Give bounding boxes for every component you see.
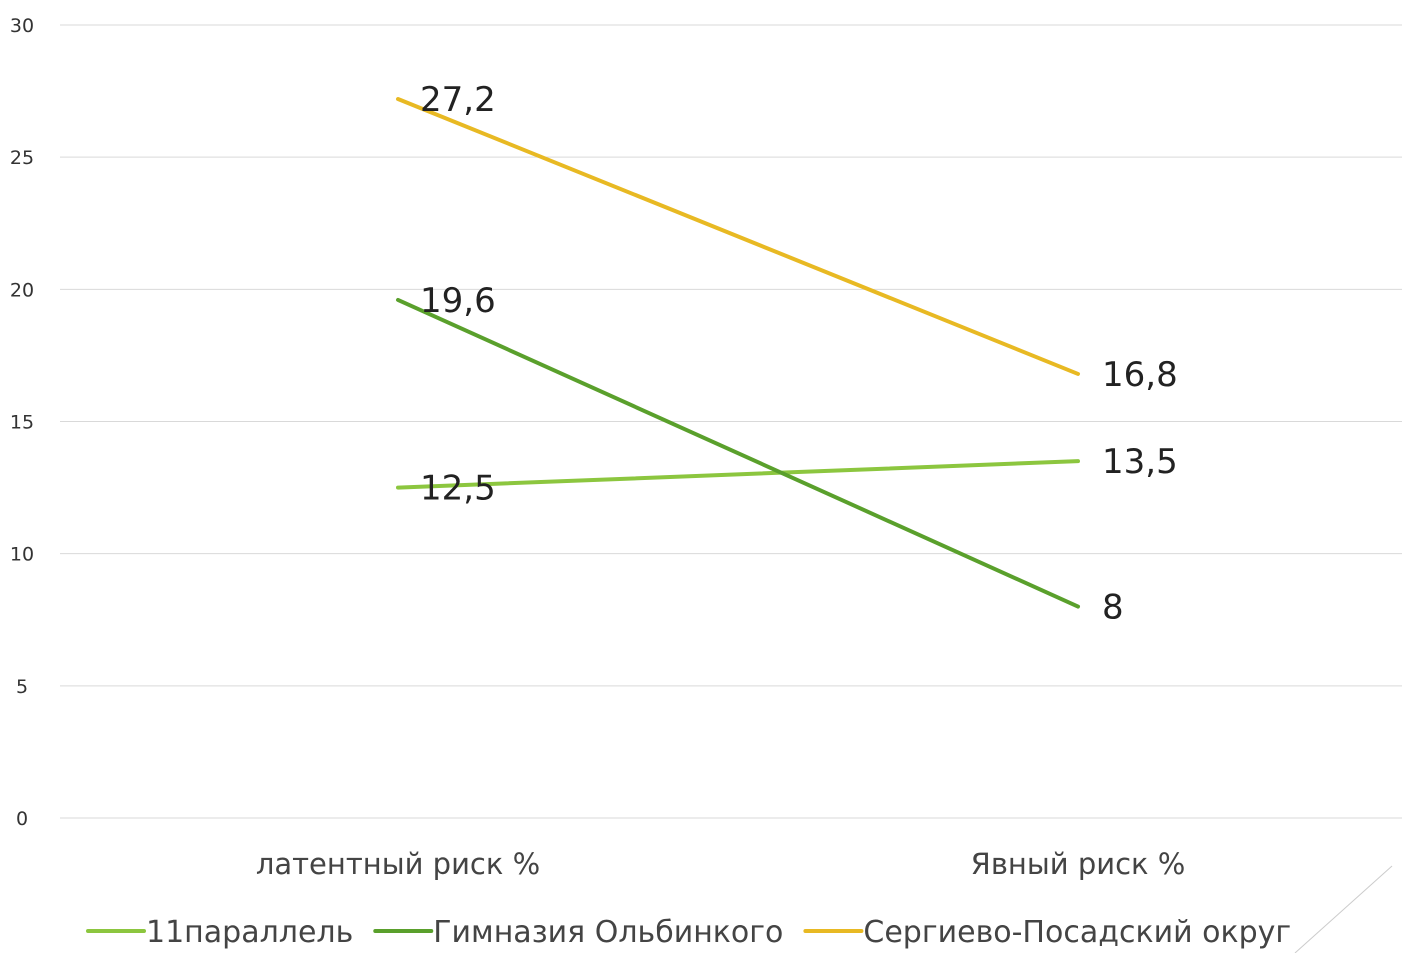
x-category-label: латентный риск % xyxy=(256,847,540,881)
legend-label: Сергиево-Посадский округ xyxy=(863,915,1291,950)
data-label: 13,5 xyxy=(1102,442,1178,482)
data-label: 27,2 xyxy=(420,80,496,120)
y-tick-label: 5 xyxy=(16,676,28,698)
y-tick-label: 0 xyxy=(16,808,28,830)
data-label: 12,5 xyxy=(420,469,496,509)
gridlines xyxy=(60,24,1402,819)
y-tick-label: 10 xyxy=(10,544,34,566)
y-tick-label: 20 xyxy=(10,279,34,301)
y-tick-label: 15 xyxy=(10,412,34,434)
series-line xyxy=(396,459,1080,490)
series-lines xyxy=(396,97,1080,609)
legend: 11параллель Гимназия Ольбинкого Сергиево-П… xyxy=(86,915,1291,950)
legend-label: Гимназия Ольбинкого xyxy=(433,915,783,950)
x-category-label: Явный риск % xyxy=(971,847,1186,881)
data-label: 19,6 xyxy=(420,281,496,321)
data-label: 8 xyxy=(1102,588,1124,628)
legend-label: 11параллель xyxy=(146,915,353,950)
y-tick-label: 25 xyxy=(10,147,34,169)
series-line xyxy=(396,97,1080,376)
y-tick-label: 30 xyxy=(10,15,34,37)
series-line xyxy=(396,297,1080,609)
y-axis-ticks: 0 5 10 15 20 25 30 xyxy=(10,15,34,830)
data-label: 16,8 xyxy=(1102,355,1178,395)
data-labels: 12,5 13,5 19,6 8 27,2 16,8 xyxy=(420,80,1178,628)
corner-decoration xyxy=(1294,865,1393,953)
x-axis-categories: латентный риск % Явный риск % xyxy=(256,847,1185,881)
